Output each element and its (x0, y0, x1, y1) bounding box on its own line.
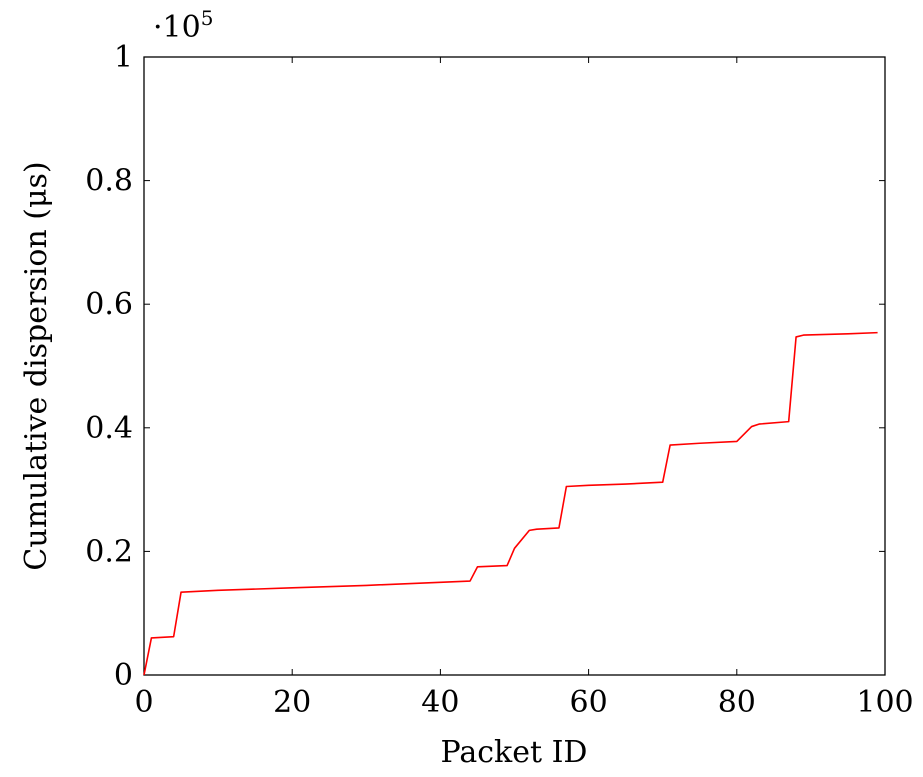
x-tick-label: 40 (421, 685, 459, 720)
plot-frame (143, 56, 886, 676)
series-line (143, 331, 878, 676)
x-tick-label: 60 (570, 685, 608, 720)
y-tick-label: 0.2 (85, 534, 133, 569)
y-tick-label: 0.8 (85, 164, 133, 199)
y-axis-multiplier-base: ·10 (153, 10, 201, 45)
x-tick-label: 0 (134, 685, 153, 720)
y-axis-label: Cumulative dispersion (μs) (19, 161, 54, 570)
x-tick-label: 100 (856, 685, 913, 720)
y-axis-ticks: 0 0.2 0.4 0.6 0.8 1 (85, 40, 885, 693)
y-tick-label: 0.6 (85, 287, 133, 322)
series-layer (143, 331, 878, 676)
x-tick-label: 20 (273, 685, 311, 720)
y-tick-label: 1 (114, 40, 133, 75)
x-axis-label: Packet ID (441, 735, 588, 770)
y-axis-multiplier: ·105 (153, 6, 213, 45)
x-axis-ticks: 0 20 40 60 80 100 (134, 57, 914, 720)
x-tick-label: 80 (718, 685, 756, 720)
plot-area (143, 56, 886, 676)
y-tick-label: 0.4 (85, 411, 133, 446)
y-axis-multiplier-exponent: 5 (201, 6, 214, 30)
y-tick-label: 0 (114, 658, 133, 693)
